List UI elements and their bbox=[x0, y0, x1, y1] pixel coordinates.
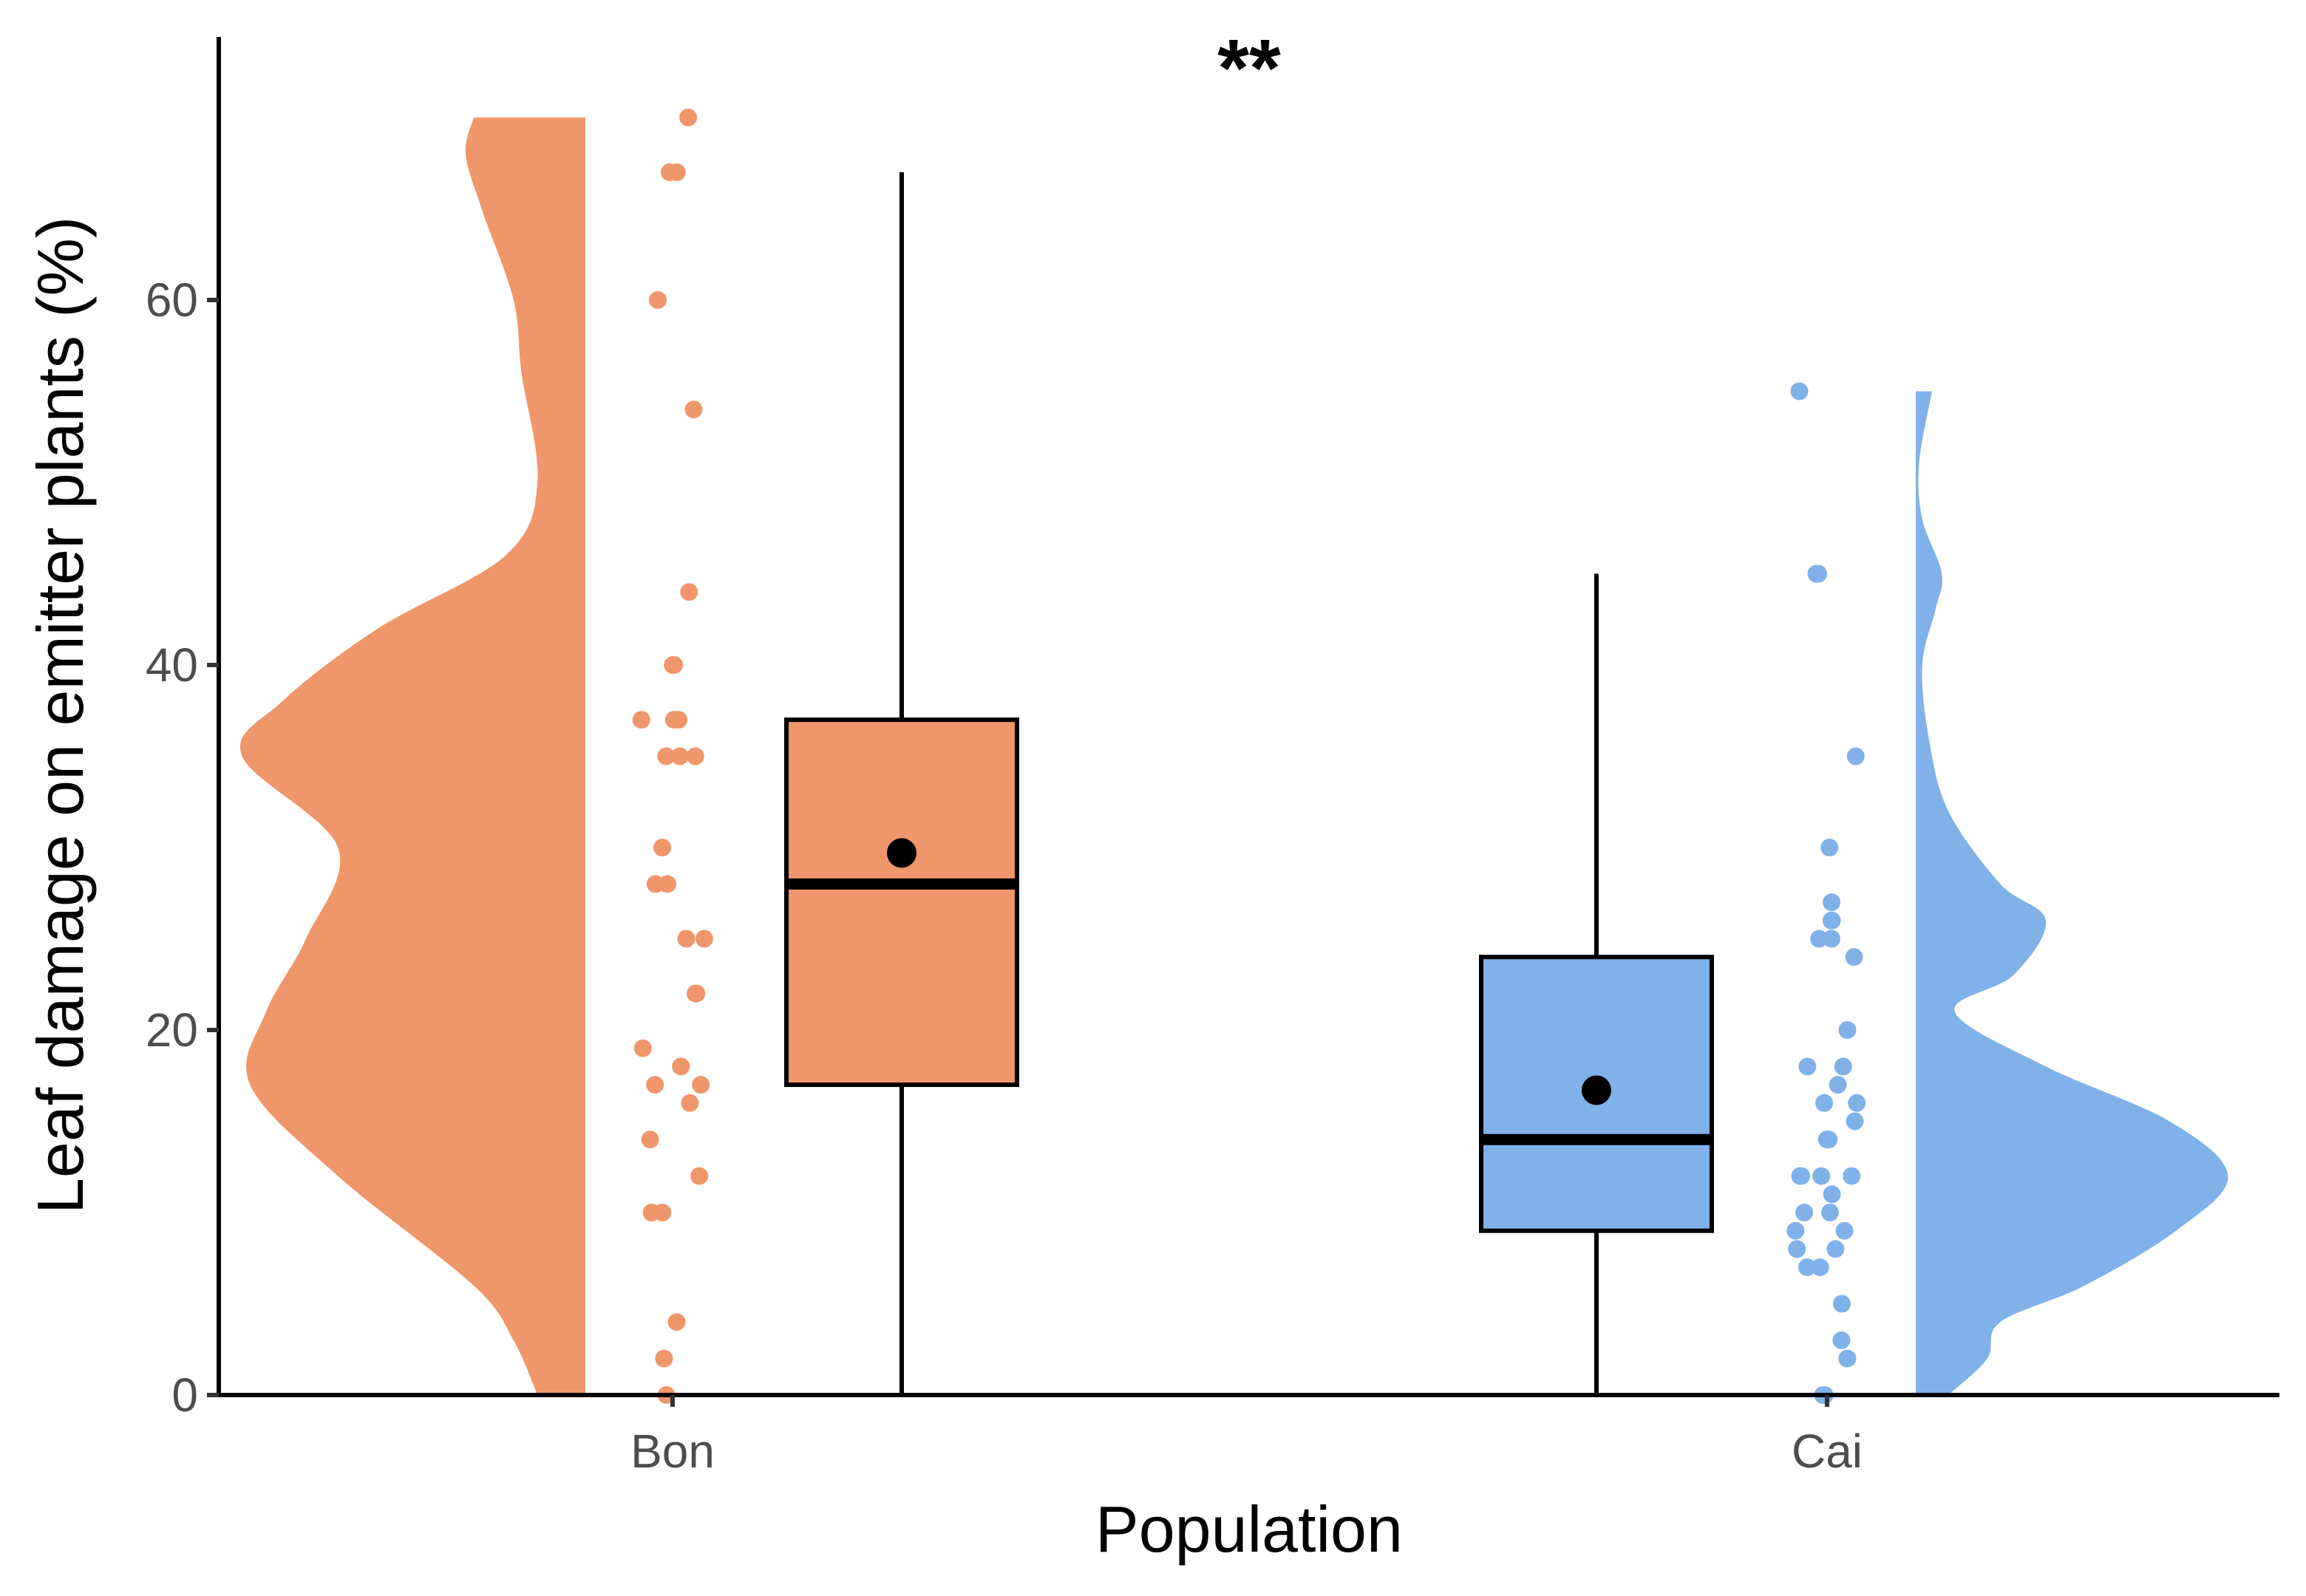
data-point-cai bbox=[1807, 565, 1826, 583]
x-tick-label-cai: Cai bbox=[1792, 1425, 1863, 1478]
data-point-cai bbox=[1815, 1094, 1834, 1112]
data-point-bon bbox=[681, 1094, 699, 1112]
data-point-cai bbox=[1848, 1094, 1866, 1112]
data-point-bon bbox=[672, 1057, 690, 1076]
data-point-cai bbox=[1823, 911, 1841, 930]
data-point-bon bbox=[687, 984, 704, 1003]
data-point-bon bbox=[679, 109, 698, 126]
data-point-bon bbox=[632, 711, 650, 729]
data-point-cai bbox=[1835, 1221, 1854, 1240]
data-point-cai bbox=[1786, 1221, 1805, 1240]
data-point-bon bbox=[692, 1076, 710, 1094]
data-point-bon bbox=[655, 1349, 673, 1368]
data-point-cai bbox=[1834, 1057, 1852, 1076]
data-point-cai bbox=[1810, 930, 1829, 948]
data-point-cai bbox=[1795, 1204, 1814, 1221]
density-cloud-bon bbox=[240, 117, 585, 1395]
data-point-bon bbox=[661, 163, 678, 182]
data-point-bon bbox=[653, 839, 671, 856]
y-axis-ticks: 0 20 40 60 bbox=[146, 273, 219, 1422]
data-point-bon bbox=[646, 1076, 664, 1094]
data-point-cai bbox=[1845, 948, 1863, 966]
y-tick-label: 20 bbox=[146, 1003, 198, 1057]
data-point-cai bbox=[1838, 1021, 1857, 1039]
data-point-cai bbox=[1846, 747, 1865, 765]
data-point-cai bbox=[1821, 1204, 1839, 1221]
data-point-bon bbox=[695, 930, 713, 948]
data-point-bon bbox=[641, 1130, 659, 1149]
data-point-cai bbox=[1820, 839, 1839, 856]
data-point-cai bbox=[1798, 1057, 1817, 1076]
x-axis-ticks: Bon Cai bbox=[630, 1395, 1863, 1478]
significance-annotation: ** bbox=[1217, 23, 1281, 114]
density-cloud-cai bbox=[1916, 391, 2228, 1395]
y-tick-label: 40 bbox=[146, 638, 198, 692]
data-point-bon bbox=[653, 1204, 672, 1221]
data-point-cai bbox=[1812, 1167, 1831, 1185]
plot-area bbox=[240, 109, 2228, 1404]
x-tick-label-bon: Bon bbox=[630, 1425, 715, 1478]
x-axis-title: Population bbox=[1095, 1493, 1403, 1566]
data-point-bon bbox=[657, 747, 676, 765]
data-point-bon bbox=[665, 656, 684, 674]
data-point-cai bbox=[1843, 1167, 1861, 1185]
data-point-cai bbox=[1823, 893, 1841, 912]
data-point-cai bbox=[1833, 1295, 1851, 1313]
data-point-cai bbox=[1791, 1167, 1809, 1185]
data-point-cai bbox=[1829, 1076, 1847, 1094]
data-point-cai bbox=[1832, 1331, 1851, 1349]
data-point-bon bbox=[680, 583, 698, 601]
data-point-cai bbox=[1826, 1240, 1845, 1258]
data-point-bon bbox=[633, 1039, 652, 1057]
data-point-cai bbox=[1811, 1258, 1829, 1277]
y-tick-label: 60 bbox=[146, 273, 198, 327]
data-point-bon bbox=[649, 291, 667, 309]
data-point-cai bbox=[1838, 1349, 1857, 1368]
data-point-bon bbox=[690, 1167, 709, 1185]
data-point-cai bbox=[1823, 930, 1840, 948]
y-tick-label: 0 bbox=[171, 1368, 198, 1422]
data-point-bon bbox=[670, 747, 689, 765]
data-point-bon bbox=[677, 930, 695, 948]
data-point-bon bbox=[646, 875, 664, 893]
data-point-cai bbox=[1823, 1185, 1841, 1204]
data-point-bon bbox=[684, 400, 703, 419]
mean-point-cai bbox=[1582, 1075, 1611, 1105]
data-point-bon bbox=[670, 711, 688, 729]
data-point-cai bbox=[1846, 1112, 1864, 1130]
data-point-cai bbox=[1817, 1130, 1836, 1149]
mean-point-bon bbox=[887, 838, 916, 868]
data-point-bon bbox=[667, 1313, 686, 1331]
data-point-bon bbox=[686, 747, 704, 765]
data-point-cai bbox=[1798, 1258, 1816, 1277]
box-bon bbox=[784, 717, 1019, 1088]
data-point-cai bbox=[1788, 1240, 1806, 1258]
data-point-cai bbox=[1790, 382, 1809, 400]
y-axis-title: Leaf damage on emitter plants (%) bbox=[24, 216, 97, 1214]
